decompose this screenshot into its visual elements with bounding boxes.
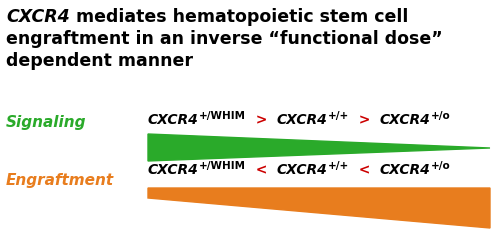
Polygon shape: [148, 188, 490, 228]
Text: CXCR4: CXCR4: [148, 163, 199, 177]
Text: <: <: [246, 163, 277, 177]
Text: Signaling: Signaling: [6, 115, 86, 131]
Text: mediates hematopoietic stem cell: mediates hematopoietic stem cell: [70, 8, 408, 26]
Text: CXCR4: CXCR4: [277, 113, 328, 127]
Text: +/WHIM: +/WHIM: [199, 161, 246, 172]
Text: CXCR4: CXCR4: [380, 113, 431, 127]
Text: CXCR4: CXCR4: [380, 163, 431, 177]
Text: Engraftment: Engraftment: [6, 173, 114, 189]
Text: <: <: [349, 163, 380, 177]
Text: dependent manner: dependent manner: [6, 52, 193, 70]
Text: CXCR4: CXCR4: [148, 113, 199, 127]
Polygon shape: [148, 134, 490, 161]
Text: +/+: +/+: [328, 161, 349, 172]
Text: >: >: [246, 113, 277, 127]
Text: >: >: [349, 113, 380, 127]
Text: CXCR4: CXCR4: [277, 163, 328, 177]
Text: CXCR4: CXCR4: [6, 8, 70, 26]
Text: +/WHIM: +/WHIM: [199, 111, 246, 122]
Text: +/o: +/o: [431, 111, 450, 122]
Text: +/+: +/+: [328, 111, 349, 122]
Text: engraftment in an inverse “functional dose”: engraftment in an inverse “functional do…: [6, 30, 442, 48]
Text: +/o: +/o: [431, 161, 450, 172]
